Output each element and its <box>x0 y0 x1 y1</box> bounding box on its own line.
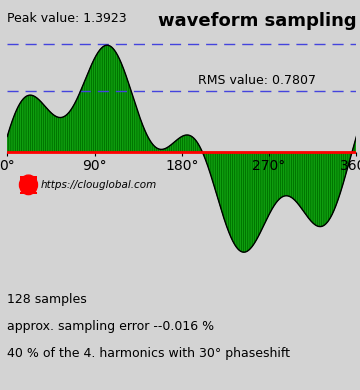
Text: 40 % of the 4. harmonics with 30° phaseshift: 40 % of the 4. harmonics with 30° phases… <box>7 347 290 360</box>
Text: waveform sampling: waveform sampling <box>158 12 356 30</box>
Text: RMS value: 0.7807: RMS value: 0.7807 <box>198 74 316 87</box>
Text: https://clouglobal.com: https://clouglobal.com <box>41 180 157 190</box>
Text: approx. sampling error --0.016 %: approx. sampling error --0.016 % <box>7 320 214 333</box>
Text: 128 samples: 128 samples <box>7 292 87 305</box>
Text: Peak value: 1.3923: Peak value: 1.3923 <box>7 12 127 25</box>
